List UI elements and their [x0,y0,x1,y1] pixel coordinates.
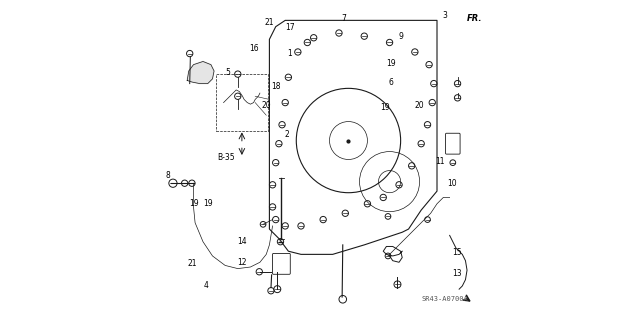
Text: FR.: FR. [467,14,483,23]
Text: 19: 19 [203,199,212,208]
Polygon shape [187,62,214,84]
Text: 7: 7 [342,14,346,23]
Text: 13: 13 [452,269,461,278]
Text: 18: 18 [271,82,281,91]
Text: 3: 3 [442,11,447,20]
Text: 14: 14 [237,237,246,246]
Text: 21: 21 [188,259,197,268]
Text: 2: 2 [285,130,289,139]
Text: 12: 12 [237,258,246,267]
Text: 15: 15 [452,248,461,257]
Text: 4: 4 [204,281,209,291]
Text: 21: 21 [265,19,274,27]
Text: 5: 5 [225,68,230,77]
Text: SR43-A0700A: SR43-A0700A [421,296,468,302]
Text: 19: 19 [380,103,390,112]
Text: 16: 16 [250,44,259,53]
Text: 11: 11 [435,157,444,166]
Text: 1: 1 [287,49,292,58]
Bar [216,74,268,131]
Text: 20: 20 [415,101,424,110]
Text: 19: 19 [387,59,396,68]
Text: 8: 8 [166,171,171,180]
Text: 9: 9 [399,32,404,41]
Text: 20: 20 [261,100,271,110]
Text: 17: 17 [285,23,295,32]
Text: 19: 19 [189,199,199,208]
Text: B-35: B-35 [217,153,235,162]
Text: 10: 10 [447,179,457,188]
Text: 6: 6 [388,78,394,86]
